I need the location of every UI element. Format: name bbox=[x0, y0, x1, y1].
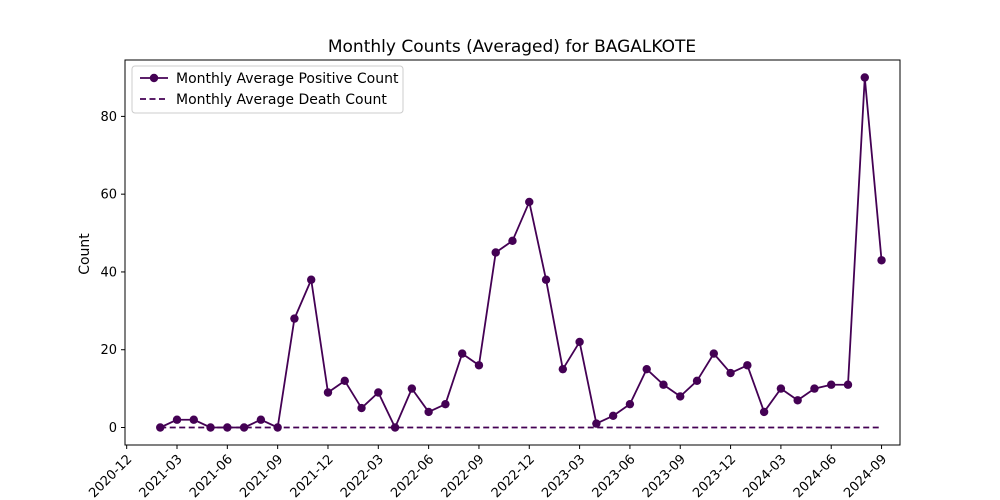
data-point bbox=[239, 423, 249, 432]
data-point bbox=[592, 419, 601, 428]
y-tick-label: 20 bbox=[100, 343, 117, 358]
data-point bbox=[357, 403, 366, 413]
data-point bbox=[390, 423, 400, 432]
data-point bbox=[692, 376, 702, 386]
data-point bbox=[575, 337, 584, 347]
data-point bbox=[541, 275, 551, 284]
data-point bbox=[340, 376, 349, 386]
y-tick-label: 40 bbox=[100, 265, 117, 280]
legend-label: Monthly Average Death Count bbox=[176, 92, 387, 108]
x-tick-label: 2023-12 bbox=[690, 452, 739, 500]
x-tick-label: 2022-06 bbox=[388, 452, 437, 500]
x-tick-label: 2023-09 bbox=[640, 452, 689, 500]
data-point bbox=[407, 384, 417, 393]
x-tick-label: 2021-12 bbox=[288, 452, 337, 500]
data-point bbox=[810, 384, 819, 393]
plot-frame bbox=[124, 59, 901, 446]
x-tick-label: 2021-09 bbox=[237, 452, 286, 500]
x-tick-label: 2021-03 bbox=[137, 452, 186, 500]
data-point bbox=[374, 388, 383, 397]
data-point bbox=[441, 399, 450, 409]
y-tick-label: 60 bbox=[100, 188, 117, 203]
data-point bbox=[625, 399, 635, 409]
data-point bbox=[659, 380, 668, 389]
legend-marker bbox=[149, 73, 159, 83]
x-tick-label: 2022-12 bbox=[489, 452, 538, 500]
data-point bbox=[743, 361, 752, 370]
x-tick-label: 2024-06 bbox=[791, 452, 840, 500]
data-point bbox=[827, 380, 836, 389]
data-point bbox=[642, 364, 651, 374]
series-line-0 bbox=[159, 76, 883, 429]
data-point bbox=[793, 396, 802, 405]
data-point bbox=[172, 415, 182, 424]
x-tick-label: 2023-03 bbox=[539, 452, 588, 500]
data-point bbox=[424, 407, 433, 417]
x-tick-label: 2022-03 bbox=[338, 452, 387, 500]
data-point bbox=[860, 73, 869, 82]
legend-box bbox=[131, 65, 404, 114]
x-tick-label: 2022-09 bbox=[439, 452, 488, 500]
data-point bbox=[776, 384, 786, 393]
data-point bbox=[558, 364, 568, 374]
x-tick-label: 2023-06 bbox=[590, 452, 639, 500]
series-0 bbox=[156, 73, 886, 432]
legend-label: Monthly Average Positive Count bbox=[176, 71, 399, 87]
data-point bbox=[307, 275, 316, 284]
data-point bbox=[290, 314, 299, 323]
data-point bbox=[491, 248, 500, 257]
x-tick-label: 2021-06 bbox=[187, 452, 236, 500]
y-axis-title: Count bbox=[77, 233, 93, 275]
plot-area bbox=[156, 73, 886, 432]
data-point bbox=[608, 411, 618, 421]
data-point bbox=[877, 256, 886, 265]
data-point bbox=[726, 368, 735, 378]
y-tick-label: 0 bbox=[109, 421, 117, 436]
data-point bbox=[525, 197, 534, 207]
legend-item: Monthly Average Positive Count bbox=[140, 71, 399, 87]
x-tick-label: 2024-09 bbox=[841, 452, 890, 500]
x-tick-label: 2024-03 bbox=[741, 452, 790, 500]
data-point bbox=[256, 415, 266, 424]
legend: Monthly Average Positive Count Monthly Av… bbox=[131, 65, 404, 114]
data-point bbox=[508, 236, 517, 246]
chart-title: Monthly Counts (Averaged) for BAGALKOTE bbox=[328, 37, 696, 57]
data-point bbox=[474, 361, 484, 370]
data-point bbox=[709, 349, 718, 358]
x-tick-label: 2020-12 bbox=[86, 452, 135, 500]
data-point bbox=[189, 415, 198, 424]
data-point bbox=[323, 388, 333, 397]
data-point bbox=[457, 349, 467, 358]
data-point bbox=[759, 407, 769, 417]
legend-item: Monthly Average Death Count bbox=[140, 92, 387, 108]
data-point bbox=[843, 380, 853, 389]
data-point bbox=[676, 392, 685, 401]
y-tick-label: 80 bbox=[100, 110, 117, 125]
